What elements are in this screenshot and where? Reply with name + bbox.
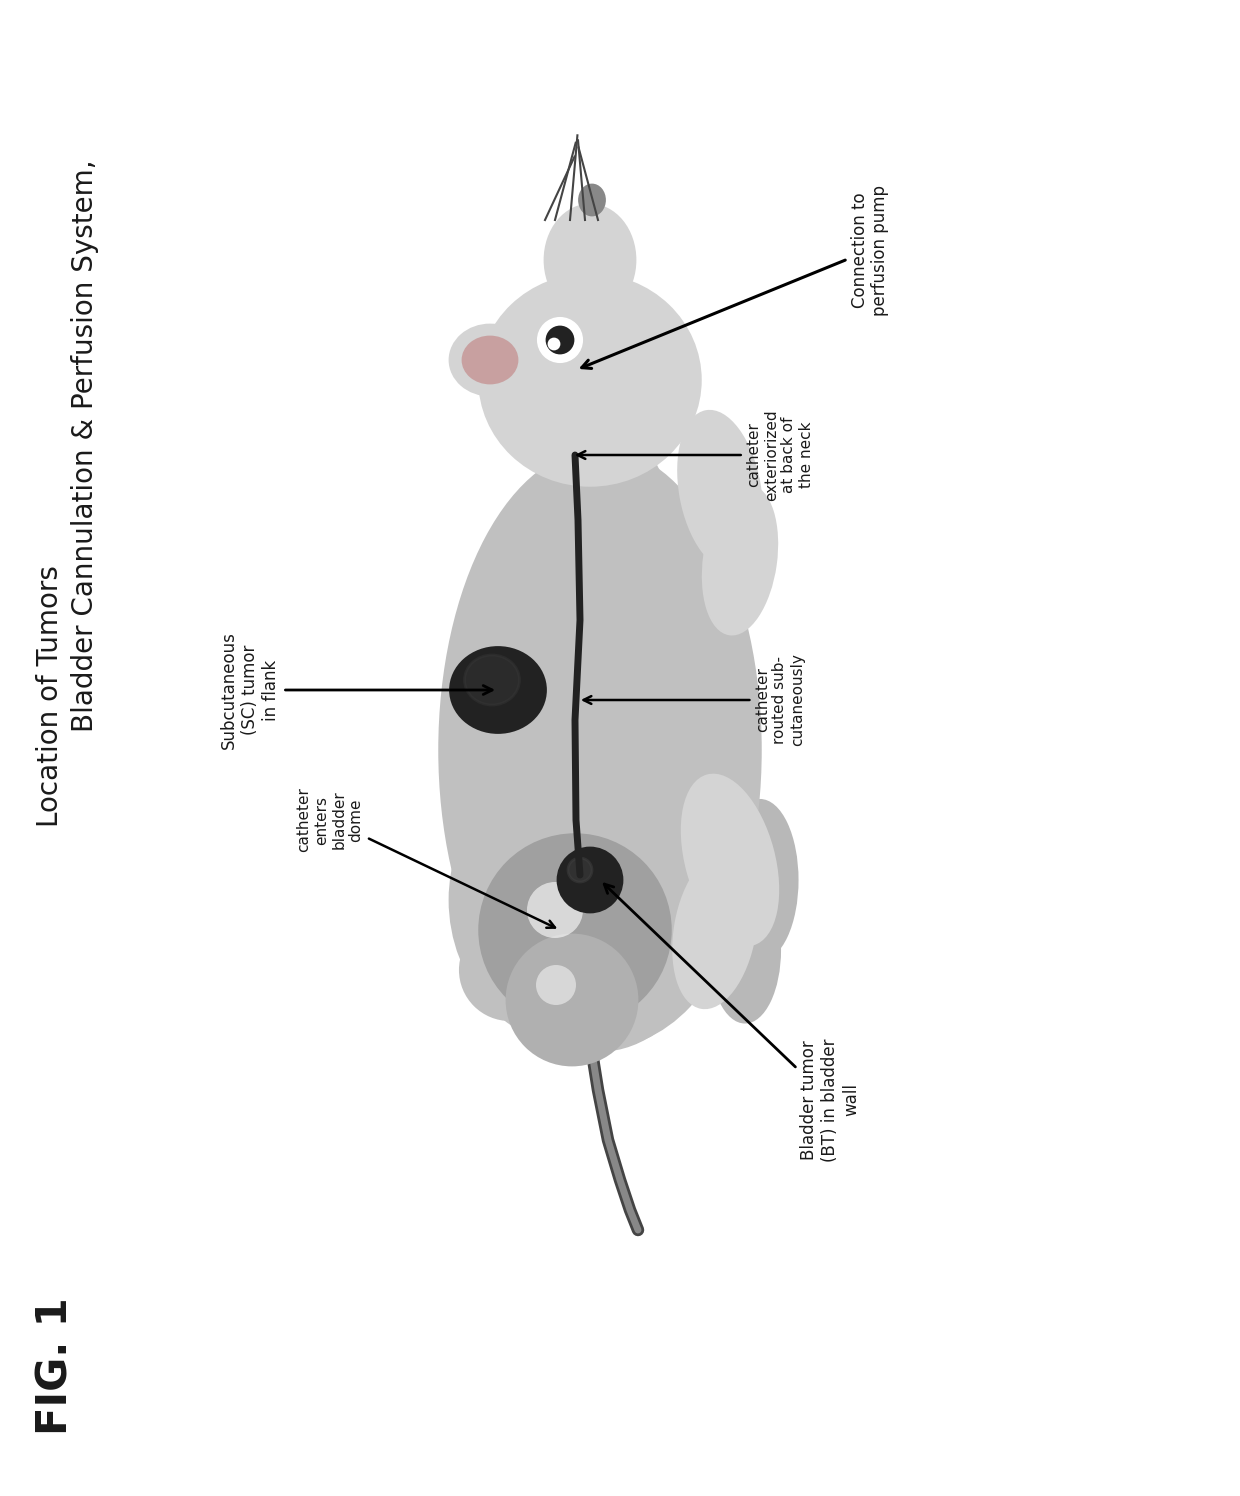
Circle shape [507, 935, 637, 1065]
Ellipse shape [450, 749, 730, 1050]
Ellipse shape [450, 648, 546, 733]
Ellipse shape [579, 186, 605, 215]
Ellipse shape [682, 775, 779, 945]
Ellipse shape [546, 205, 635, 316]
Text: catheter
exteriorized
at back of
the neck: catheter exteriorized at back of the nec… [578, 410, 813, 501]
Ellipse shape [465, 655, 520, 705]
Circle shape [549, 340, 559, 349]
Circle shape [480, 835, 670, 1025]
Ellipse shape [480, 275, 701, 485]
Text: Bladder Cannulation & Perfusion System,: Bladder Cannulation & Perfusion System, [71, 160, 99, 733]
Circle shape [460, 920, 560, 1020]
Circle shape [547, 328, 573, 353]
Circle shape [527, 883, 583, 938]
Circle shape [558, 848, 622, 913]
Ellipse shape [723, 800, 797, 960]
Ellipse shape [678, 411, 761, 568]
Circle shape [536, 965, 577, 1005]
Text: Location of Tumors: Location of Tumors [36, 565, 64, 827]
Ellipse shape [703, 486, 777, 634]
Ellipse shape [673, 851, 756, 1008]
Ellipse shape [450, 325, 529, 395]
Ellipse shape [711, 878, 780, 1022]
Text: catheter
routed sub-
cutaneously: catheter routed sub- cutaneously [584, 654, 805, 747]
Circle shape [538, 319, 582, 362]
Text: Bladder tumor
(BT) in bladder
wall: Bladder tumor (BT) in bladder wall [604, 884, 859, 1162]
Circle shape [568, 859, 591, 883]
Text: FIG. 1: FIG. 1 [33, 1297, 76, 1435]
Text: Subcutaneous
(SC) tumor
in flank: Subcutaneous (SC) tumor in flank [221, 631, 492, 749]
Text: Connection to
perfusion pump: Connection to perfusion pump [582, 184, 889, 368]
Ellipse shape [440, 450, 760, 1050]
Ellipse shape [534, 429, 665, 570]
Text: catheter
enters
bladder
dome: catheter enters bladder dome [296, 787, 556, 928]
Ellipse shape [463, 337, 517, 383]
